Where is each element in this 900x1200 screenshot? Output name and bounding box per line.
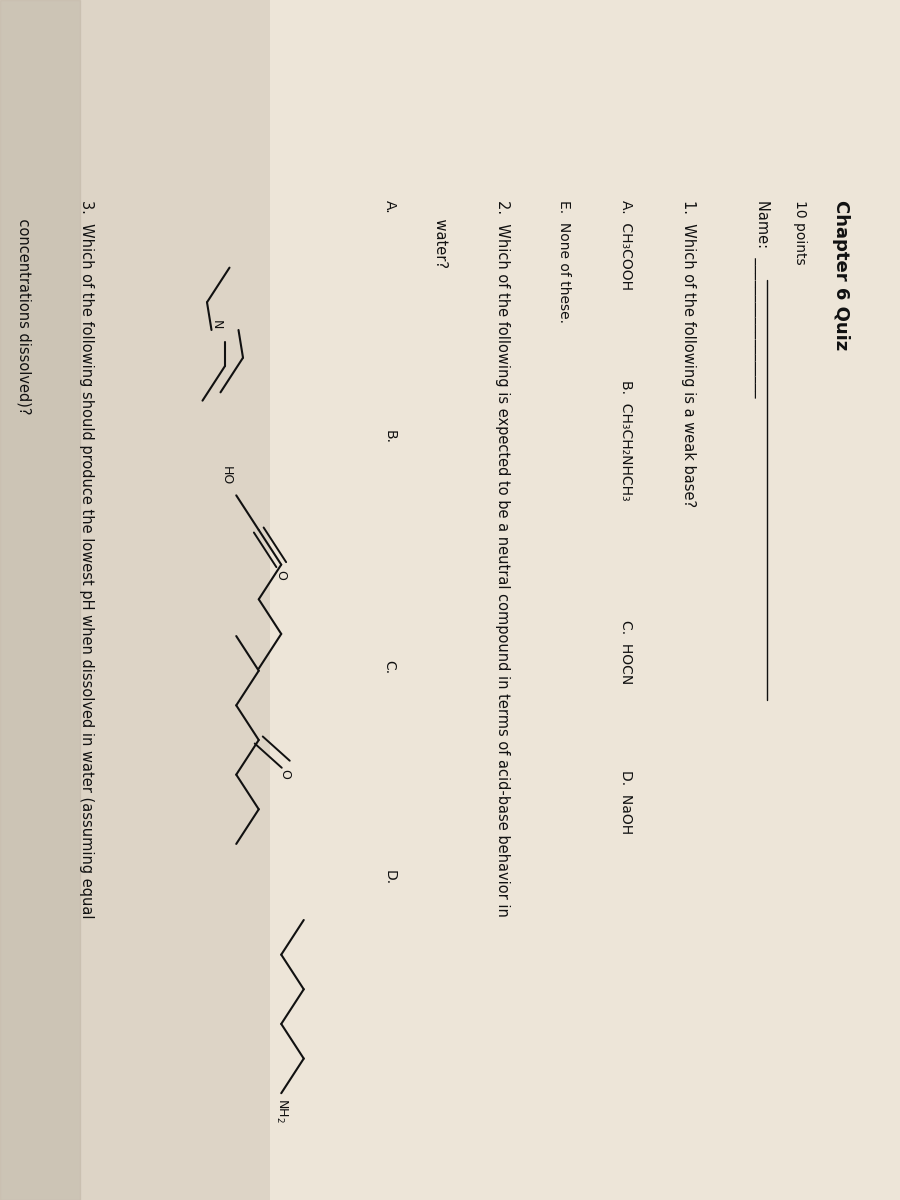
Text: D.  NaOH: D. NaOH [619, 770, 633, 834]
Text: 3.  Which of the following should produce the lowest pH when dissolved in water : 3. Which of the following should produce… [78, 200, 94, 918]
Text: concentrations dissolved)?: concentrations dissolved)? [17, 200, 32, 414]
Text: D.: D. [382, 870, 397, 886]
Text: E.  None of these.: E. None of these. [557, 200, 571, 323]
Text: 1.  Which of the following is a weak base?: 1. Which of the following is a weak base… [680, 200, 696, 508]
Text: 10 points: 10 points [793, 200, 807, 265]
Text: B.  CH₃CH₂NHCH₃: B. CH₃CH₂NHCH₃ [619, 380, 633, 500]
Text: A.: A. [382, 200, 397, 214]
Text: NH$_2$: NH$_2$ [274, 1098, 289, 1123]
Text: HO: HO [220, 466, 232, 485]
Text: water?: water? [433, 200, 448, 268]
Bar [0, 0, 80, 1200]
Text: A.  CH₃COOH: A. CH₃COOH [619, 200, 633, 290]
Text: C.: C. [382, 660, 397, 674]
Text: O: O [274, 570, 287, 580]
Text: Chapter 6 Quiz: Chapter 6 Quiz [832, 200, 850, 350]
Polygon shape [0, 0, 270, 1200]
Text: O: O [278, 769, 292, 779]
Text: B.: B. [382, 430, 397, 444]
Text: Name:  ___________________: Name: ___________________ [754, 200, 770, 397]
Text: C.  HOCN: C. HOCN [619, 620, 633, 684]
Text: 2.  Which of the following is expected to be a neutral compound in terms of acid: 2. Which of the following is expected to… [495, 200, 510, 917]
Text: N: N [210, 320, 222, 330]
